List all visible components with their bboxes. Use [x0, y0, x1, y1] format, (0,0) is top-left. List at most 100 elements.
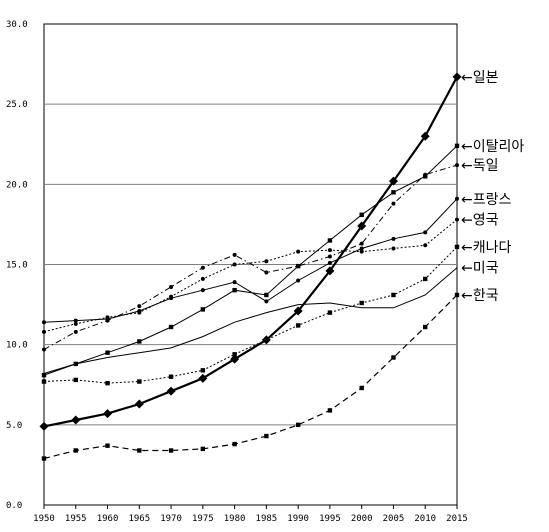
- data-point: [71, 415, 81, 425]
- data-point: [232, 441, 237, 447]
- x-tick-label: 1985: [256, 514, 278, 524]
- data-point: [105, 443, 110, 448]
- y-tick-label: 20.0: [6, 180, 28, 190]
- data-point: [391, 355, 396, 360]
- data-point: [73, 329, 78, 334]
- data-point: [168, 448, 174, 453]
- data-point: [423, 172, 428, 177]
- data-point: [198, 373, 208, 383]
- data-point: [200, 265, 205, 270]
- series-label: ←독일: [461, 158, 499, 174]
- series-line-7: [43, 267, 458, 374]
- data-point: [359, 246, 364, 251]
- data-point: [391, 292, 396, 298]
- data-point: [455, 196, 459, 201]
- data-point: [232, 280, 237, 285]
- series-line-2: [43, 145, 458, 376]
- series-label: ←미국: [461, 261, 499, 277]
- data-point: [232, 262, 237, 267]
- data-point: [200, 368, 206, 373]
- series-label: ←프랑스: [461, 192, 511, 208]
- data-point: [454, 143, 460, 149]
- data-point: [452, 72, 462, 82]
- data-point: [327, 254, 332, 259]
- data-point: [200, 288, 205, 293]
- x-tick-label: 1980: [224, 514, 246, 524]
- x-tick-label: 1970: [160, 514, 182, 524]
- series-line-5: [43, 219, 458, 333]
- series-line-1: [43, 76, 458, 428]
- data-point: [423, 230, 428, 235]
- x-tick-label: 1950: [33, 514, 55, 524]
- data-point: [232, 287, 237, 293]
- data-point: [73, 377, 78, 383]
- data-point: [423, 324, 428, 330]
- x-tick-label: 1990: [287, 514, 309, 524]
- data-point: [264, 270, 269, 275]
- data-point: [296, 264, 301, 269]
- data-point: [105, 350, 110, 355]
- data-point: [293, 306, 303, 316]
- data-point: [327, 408, 333, 413]
- data-point: [232, 352, 237, 357]
- data-point: [200, 276, 205, 281]
- data-point: [105, 315, 110, 320]
- data-point: [41, 372, 47, 378]
- data-point: [169, 294, 174, 299]
- data-point: [423, 276, 428, 282]
- x-tick-label: 1965: [128, 514, 150, 524]
- data-point: [359, 385, 364, 391]
- data-point: [327, 260, 332, 265]
- data-point: [359, 249, 364, 254]
- x-tick-label: 2015: [446, 514, 468, 524]
- data-point: [137, 379, 142, 384]
- series-line-6: [43, 246, 458, 384]
- data-point: [105, 380, 110, 386]
- data-point: [454, 292, 460, 298]
- data-point: [42, 320, 46, 325]
- x-tick-label: 1995: [319, 514, 341, 524]
- data-point: [230, 354, 240, 364]
- x-tick-label: 2005: [383, 514, 405, 524]
- data-point: [357, 221, 367, 231]
- x-tick-label: 1955: [65, 514, 87, 524]
- series-label: ←이탈리아: [461, 139, 524, 155]
- y-tick-label: 5.0: [6, 421, 22, 431]
- x-tick-label: 2000: [351, 514, 373, 524]
- data-point: [264, 337, 269, 343]
- data-point: [264, 259, 269, 264]
- x-tick-label: 2010: [414, 514, 436, 524]
- data-point: [388, 176, 398, 186]
- data-point: [137, 339, 142, 344]
- data-point: [200, 446, 206, 452]
- data-point: [137, 310, 142, 315]
- data-point: [391, 246, 396, 251]
- data-point: [420, 131, 430, 141]
- x-tick-label: 1960: [97, 514, 119, 524]
- data-point: [169, 284, 174, 289]
- data-point: [42, 329, 46, 334]
- data-point: [295, 422, 301, 428]
- data-point: [296, 249, 301, 254]
- series-label: ←한국: [461, 288, 499, 304]
- data-point: [42, 347, 46, 352]
- series-line-4: [43, 198, 458, 323]
- data-point: [359, 212, 364, 217]
- y-tick-label: 0.0: [6, 501, 22, 511]
- series-label: ←캐나다: [461, 240, 511, 256]
- data-point: [168, 374, 174, 379]
- data-point: [232, 252, 237, 257]
- data-point: [296, 278, 301, 283]
- data-point: [264, 299, 269, 304]
- data-point: [295, 323, 301, 328]
- data-point: [455, 217, 459, 222]
- data-point: [391, 190, 396, 195]
- data-point: [359, 241, 364, 246]
- series-label: ←영국: [461, 213, 499, 229]
- data-point: [264, 292, 269, 298]
- data-point: [327, 310, 333, 315]
- series-line-3: [43, 164, 458, 350]
- y-tick-label: 10.0: [6, 341, 28, 351]
- data-point: [103, 409, 113, 419]
- data-point: [137, 448, 142, 453]
